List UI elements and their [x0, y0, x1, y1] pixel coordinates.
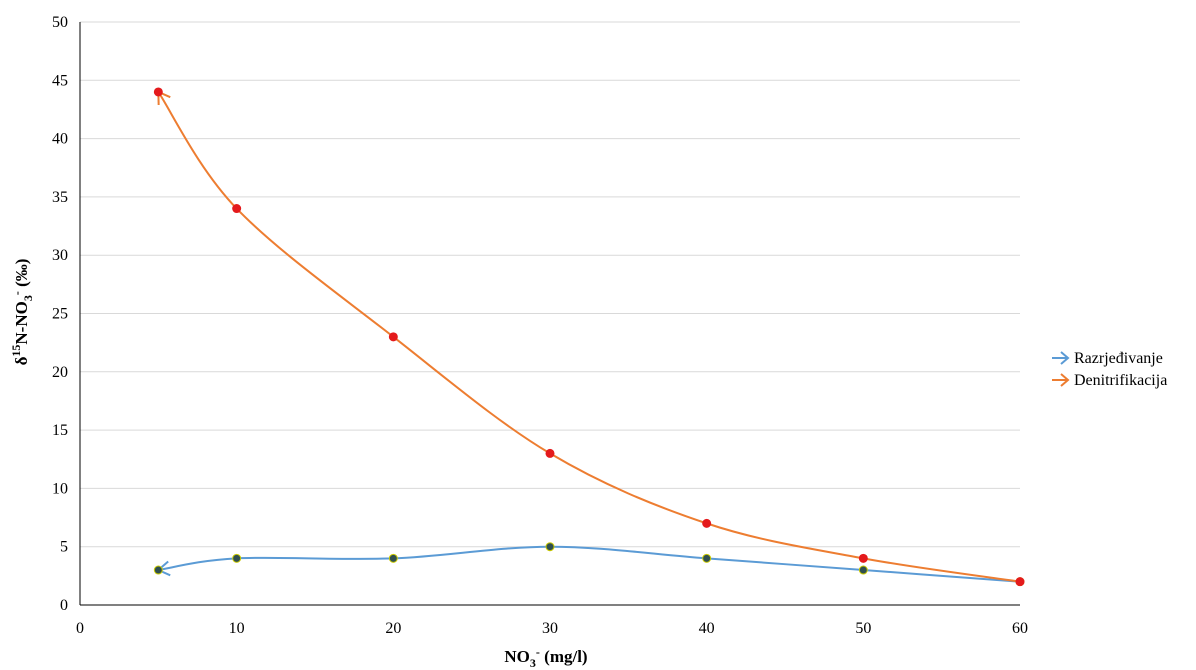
data-point-razrjeivanje-10 [232, 553, 242, 563]
legend-label-denitrifikacija: Denitrifikacija [1074, 372, 1167, 389]
x-tick-label-30: 30 [542, 620, 558, 637]
y-tick-label-20: 20 [52, 364, 68, 381]
axes [79, 22, 1020, 606]
data-point-denitrifikacija-60 [1015, 577, 1025, 587]
data-point-razrjeivanje-40 [702, 553, 712, 563]
y-tick-label-50: 50 [52, 14, 68, 31]
legend-label-razrjedivanje: Razrjeđivanje [1074, 350, 1163, 367]
legend-item-denitrifikacija: Denitrifikacija [1052, 372, 1167, 389]
x-tick-label-0: 0 [76, 620, 84, 637]
x-tick-label-10: 10 [229, 620, 245, 637]
y-axis-title: δ15N-NO3- (‰) [9, 259, 35, 366]
legend-arrow-head-denitrifikacija [1060, 373, 1070, 387]
x-tick-label-60: 60 [1012, 620, 1028, 637]
data-point-denitrifikacija-10 [232, 204, 242, 214]
y-tick-label-45: 45 [52, 72, 68, 89]
y-tick-label-40: 40 [52, 131, 68, 148]
y-tick-labels: 0 5 10 15 20 25 30 35 40 45 50 [52, 14, 68, 614]
y-tick-label-15: 15 [52, 422, 68, 439]
y-tick-label-30: 30 [52, 247, 68, 264]
y-tick-label-10: 10 [52, 480, 68, 497]
x-tick-label-40: 40 [699, 620, 715, 637]
data-point-razrjeivanje-50 [858, 565, 868, 575]
data-point-denitrifikacija-40 [702, 518, 712, 528]
x-tick-label-20: 20 [385, 620, 401, 637]
gridlines [80, 21, 1020, 548]
data-point-denitrifikacija-50 [858, 553, 868, 563]
legend-item-razrjedivanje: Razrjeđivanje [1052, 350, 1163, 367]
data-point-denitrifikacija-5 [153, 87, 163, 97]
series-group [153, 87, 1025, 587]
data-point-razrjeivanje-20 [388, 553, 398, 563]
series-denitrifikacija [153, 87, 1025, 587]
y-tick-label-5: 5 [60, 539, 68, 556]
y-tick-label-35: 35 [52, 189, 68, 206]
data-point-denitrifikacija-20 [388, 332, 398, 342]
legend: Razrjeđivanje Denitrifikacija [1052, 350, 1167, 389]
data-point-denitrifikacija-30 [545, 448, 555, 458]
y-tick-label-0: 0 [60, 597, 68, 614]
x-tick-labels: 0 10 20 30 40 50 60 [76, 620, 1028, 637]
legend-arrow-head-razrjedivanje [1060, 351, 1070, 365]
series-line-razrjeivanje [158, 545, 1021, 583]
data-point-razrjeivanje-5 [153, 565, 163, 575]
series-razrjeivanje [153, 542, 1025, 587]
series-line-denitrifikacija [157, 91, 1021, 583]
x-axis-title: NO3- (mg/l) [504, 645, 587, 670]
x-tick-label-50: 50 [855, 620, 871, 637]
data-point-razrjeivanje-30 [545, 542, 555, 552]
y-tick-label-25: 25 [52, 306, 68, 323]
